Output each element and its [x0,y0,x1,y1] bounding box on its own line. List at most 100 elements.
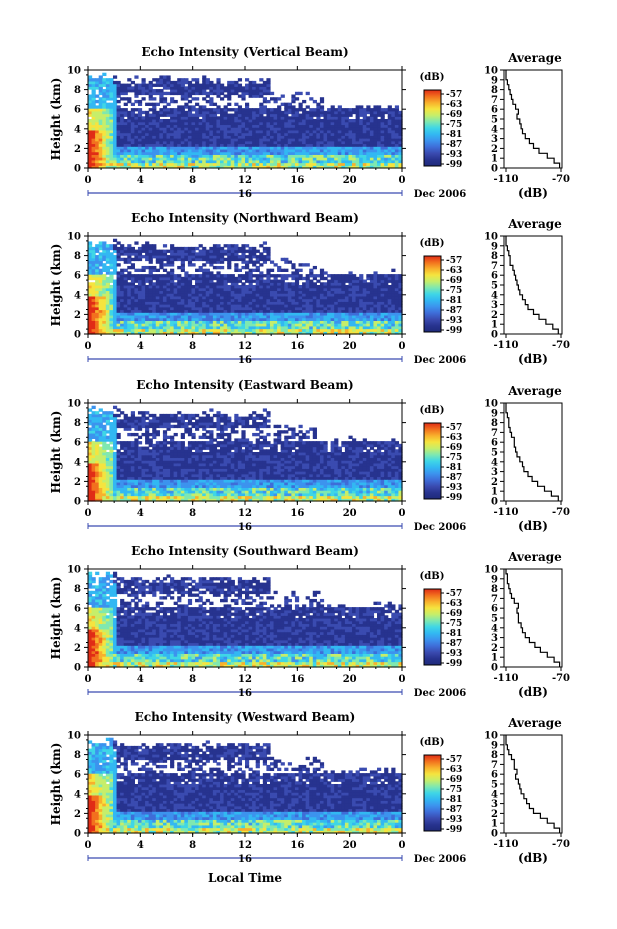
heatmap-cell [362,317,367,321]
heatmap-cell [312,143,317,147]
heatmap-cell [187,263,193,267]
heatmap-cell [91,257,96,262]
heatmap-cell [88,263,93,267]
heatmap-cell [266,89,271,93]
heatmap-cell [173,312,178,316]
heatmap-cell [252,86,257,90]
heatmap-cell [159,287,164,292]
heatmap-cell [348,271,353,275]
heatmap-cell [294,285,300,289]
heatmap-cell [205,148,210,153]
heatmap-cell [245,274,250,278]
heatmap-cell [191,320,196,324]
heatmap-cell [277,97,282,101]
heatmap-cell [398,135,403,139]
heatmap-cell [116,121,121,126]
heatmap-cell [398,116,403,120]
heatmap-cell [380,148,385,153]
panel-title: Echo Intensity (Eastward Beam) [136,378,353,392]
heatmap-cell [377,293,382,297]
heatmap-cell [220,255,225,259]
heatmap-cell [230,320,235,324]
heatmap-cell [148,157,153,161]
heatmap-cell [91,452,96,456]
heatmap-cell [145,162,150,166]
heatmap-cell [191,285,196,289]
heatmap-cell [309,151,314,155]
heatmap-cell [369,285,375,289]
heatmap-cell [294,293,300,297]
heatmap-cell [95,422,100,426]
heatmap-cell [177,257,182,262]
heatmap-cell [148,91,153,96]
heatmap-cell [120,162,125,166]
heatmap-cell [91,249,96,253]
heatmap-cell [202,306,207,311]
heatmap-cell [255,312,260,316]
heatmap-cell [187,132,193,136]
heatmap-cell [302,151,307,155]
heatmap-cell [109,116,114,120]
heatmap-cell [116,309,121,313]
heatmap-cell [98,454,103,459]
heatmap-cell [291,151,296,155]
heatmap-cell [348,135,353,139]
heatmap-cell [234,110,239,115]
heatmap-cell [373,105,378,109]
heatmap-cell [130,320,135,324]
y-tick-label: 8 [74,251,81,262]
heatmap-cell [277,121,282,126]
heatmap-cell [220,285,225,289]
heatmap-cell [141,293,146,297]
heatmap-cell [259,151,264,155]
heatmap-cell [362,165,367,169]
heatmap-cell [88,162,93,166]
heatmap-cell [98,317,103,321]
heatmap-cell [387,325,392,330]
heatmap-cell [91,293,96,297]
heatmap-cell [284,121,289,126]
heatmap-cell [180,83,185,87]
heatmap-cell [148,116,153,120]
heatmap-cell [394,146,400,150]
heatmap-cell [241,91,246,96]
heatmap-cell [102,146,107,150]
heatmap-cell [109,146,114,150]
heatmap-cell [323,304,328,308]
heatmap-cell [284,257,289,262]
heatmap-cell [216,309,221,313]
heatmap-cell [102,255,107,259]
heatmap-cell [277,135,282,139]
heatmap-cell [394,129,400,134]
heatmap-cell [316,105,321,109]
heatmap-cell [273,331,278,335]
heatmap-cell [248,113,253,117]
heatmap-cell [223,105,228,109]
heatmap-cell [155,255,160,259]
heatmap-cell [220,274,225,278]
heatmap-cell [202,91,207,96]
heatmap-cell [187,309,193,313]
heatmap-cell [109,285,114,289]
heatmap-cell [252,255,257,259]
heatmap-cell [394,157,400,161]
heatmap-cell [166,157,171,161]
heatmap-cell [348,312,353,316]
heatmap-cell [287,314,292,319]
heatmap-cell [369,148,375,153]
heatmap-cell [109,314,114,319]
heatmap-cell [216,260,221,264]
heatmap-cell [112,121,118,126]
heatmap-cell [252,143,257,147]
heatmap-cell [323,154,328,158]
heatmap-cell [269,320,275,324]
heatmap-cell [127,113,132,117]
heatmap-cell [302,162,307,166]
heatmap-cell [198,135,203,139]
heatmap-cell [216,127,221,131]
heatmap-cell [277,146,282,150]
heatmap-cell [120,252,125,256]
heatmap-cell [387,295,392,300]
heatmap-cell [120,244,125,248]
heatmap-cell [377,312,382,316]
